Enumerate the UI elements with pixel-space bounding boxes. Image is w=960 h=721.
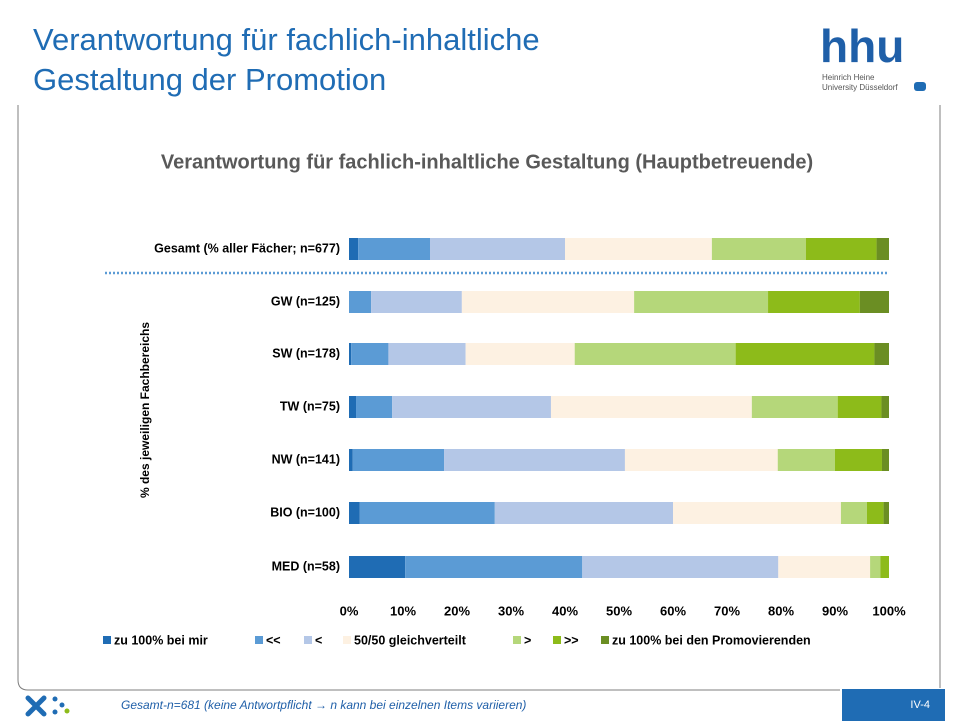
x-tick-label: 50% bbox=[606, 603, 632, 618]
bar-segment bbox=[388, 343, 466, 365]
bar-segment bbox=[711, 238, 806, 260]
x-tick-label: 0% bbox=[340, 603, 359, 618]
bar-segment bbox=[359, 502, 495, 524]
legend-swatch bbox=[553, 636, 561, 644]
bar-segment bbox=[883, 502, 889, 524]
logo: hhu bbox=[820, 20, 904, 72]
bar-segment bbox=[349, 556, 406, 578]
bar-segment bbox=[351, 343, 389, 365]
bar-segment bbox=[859, 291, 889, 313]
bar-segment bbox=[876, 238, 889, 260]
legend-label: 50/50 gleichverteilt bbox=[354, 633, 467, 647]
category-label: NW (n=141) bbox=[272, 452, 340, 466]
bar-segment bbox=[494, 502, 673, 524]
legend-swatch bbox=[255, 636, 263, 644]
x-tick-label: 30% bbox=[498, 603, 524, 618]
bar-segment bbox=[349, 502, 360, 524]
bar-segment bbox=[461, 291, 635, 313]
bar-segment bbox=[430, 238, 565, 260]
bar-segment bbox=[805, 238, 877, 260]
page-box bbox=[842, 689, 945, 721]
bar-segment bbox=[352, 449, 445, 471]
category-label: TW (n=75) bbox=[280, 399, 340, 413]
bar-segment bbox=[574, 343, 736, 365]
legend-label: zu 100% bei den Promovierenden bbox=[612, 633, 811, 647]
slide-title: Gestaltung der Promotion bbox=[33, 62, 386, 97]
y-axis-label: % des jeweiligen Fachbereichs bbox=[138, 322, 152, 498]
logo-sub: Heinrich Heine bbox=[822, 73, 875, 82]
bar-segment bbox=[392, 396, 551, 418]
bar-segment bbox=[777, 449, 835, 471]
page-number: IV-4 bbox=[910, 699, 930, 711]
logo-sub: University Düsseldorf bbox=[822, 83, 898, 92]
bar-segment bbox=[751, 396, 838, 418]
legend-swatch bbox=[601, 636, 609, 644]
bar-segment bbox=[349, 343, 352, 365]
bar-segment bbox=[349, 396, 357, 418]
category-label: Gesamt (% aller Fächer; n=677) bbox=[154, 241, 340, 255]
bar-segment bbox=[874, 343, 889, 365]
bar-segment bbox=[349, 449, 353, 471]
legend-label: > bbox=[524, 633, 531, 647]
bar-segment bbox=[880, 556, 889, 578]
bar-segment bbox=[444, 449, 625, 471]
bar-segment bbox=[356, 396, 393, 418]
bar-segment bbox=[837, 396, 882, 418]
chart-title: Verantwortung für fachlich-inhaltliche G… bbox=[161, 151, 813, 173]
bar-segment bbox=[405, 556, 583, 578]
bar-segment bbox=[358, 238, 430, 260]
x-tick-label: 60% bbox=[660, 603, 686, 618]
category-label: GW (n=125) bbox=[271, 294, 340, 308]
x-tick-label: 40% bbox=[552, 603, 578, 618]
bar-segment bbox=[835, 449, 882, 471]
slide-title: Verantwortung für fachlich-inhaltliche bbox=[33, 22, 540, 57]
bar-segment bbox=[349, 238, 359, 260]
x-tick-label: 10% bbox=[390, 603, 416, 618]
x-tick-label: 20% bbox=[444, 603, 470, 618]
x-tick-label: 80% bbox=[768, 603, 794, 618]
bar-segment bbox=[371, 291, 462, 313]
legend-label: < bbox=[315, 633, 322, 647]
footer-note: Gesamt-n=681 (keine Antwortpflicht → n k… bbox=[121, 698, 526, 712]
category-label: BIO (n=100) bbox=[270, 505, 340, 519]
footer-icon bbox=[25, 695, 70, 717]
x-tick-label: 100% bbox=[872, 603, 906, 618]
bar-segment bbox=[624, 449, 778, 471]
bar-segment bbox=[550, 396, 752, 418]
bar-segment bbox=[768, 291, 860, 313]
x-tick-label: 90% bbox=[822, 603, 848, 618]
category-label: MED (n=58) bbox=[272, 559, 340, 573]
x-tick-label: 70% bbox=[714, 603, 740, 618]
legend-label: zu 100% bei mir bbox=[114, 633, 208, 647]
legend-swatch bbox=[103, 636, 111, 644]
bar-segment bbox=[735, 343, 875, 365]
legend-swatch bbox=[343, 636, 351, 644]
bar-segment bbox=[465, 343, 575, 365]
bar-segment bbox=[881, 449, 889, 471]
bar-segment bbox=[866, 502, 884, 524]
bar-segment bbox=[870, 556, 881, 578]
bar-segment bbox=[349, 291, 372, 313]
bar-segment bbox=[778, 556, 871, 578]
legend-label: >> bbox=[564, 633, 579, 647]
frame bbox=[17, 105, 941, 691]
logo-mark bbox=[914, 82, 926, 91]
bar-segment bbox=[565, 238, 712, 260]
legend-swatch bbox=[513, 636, 521, 644]
category-label: SW (n=178) bbox=[272, 346, 340, 360]
bar-segment bbox=[881, 396, 889, 418]
bar-segment bbox=[634, 291, 769, 313]
bar-segment bbox=[582, 556, 779, 578]
bar-segment bbox=[673, 502, 841, 524]
bar-segment bbox=[840, 502, 867, 524]
legend-label: << bbox=[266, 633, 281, 647]
legend-swatch bbox=[304, 636, 312, 644]
